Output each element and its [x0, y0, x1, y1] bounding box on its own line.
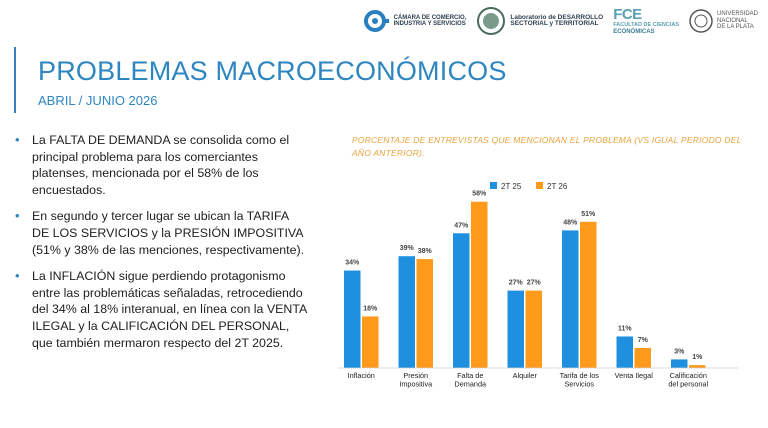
bar-1: [507, 290, 524, 368]
data-label: 47%: [454, 222, 469, 229]
chart-note: PORCENTAJE DE ENTREVISTAS QUE MENCIONAN …: [352, 135, 742, 158]
unlp-line-2: NACIONAL: [716, 17, 748, 24]
bar-1: [453, 233, 470, 368]
data-label: 39%: [400, 245, 415, 252]
header-logos: CÁMARA DE COMERCIO, INDUSTRIA Y SERVICIO…: [363, 4, 758, 38]
bullet-text: La FALTA DE DEMANDA se consolida como el…: [32, 133, 290, 197]
data-label: 1%: [692, 354, 703, 361]
laboratorio-logo: Laboratorio de DESARROLLO SECTORIAL y TE…: [476, 6, 603, 36]
fce-line-1: FACULTAD DE CIENCIAS: [613, 22, 679, 28]
bullet-dot-icon: •: [15, 208, 20, 224]
title-accent-bar: [14, 47, 16, 113]
bar-2: [362, 316, 379, 368]
bullet-dot-icon: •: [15, 132, 20, 147]
data-label: 58%: [472, 191, 487, 198]
data-label: 18%: [363, 305, 378, 312]
bar-1: [562, 230, 579, 368]
bullet-text: La INFLACIÓN sigue perdiendo protagonism…: [32, 269, 307, 350]
camara-comercio-logo: CÁMARA DE COMERCIO, INDUSTRIA Y SERVICIO…: [363, 10, 467, 32]
data-label: 3%: [674, 348, 685, 355]
bar-1: [398, 256, 415, 368]
fce-mark: FCE: [613, 6, 642, 23]
data-label: 51%: [581, 211, 596, 218]
camara-line-2: INDUSTRIA Y SERVICIOS: [393, 21, 466, 27]
data-label: 34%: [345, 260, 360, 267]
bar-2: [634, 347, 651, 368]
laboratorio-line-1: Laboratorio de DESARROLLO: [510, 13, 604, 21]
category-label: Falta de: [457, 371, 483, 380]
category-label: Calificación: [670, 371, 707, 380]
category-label: Venta Ilegal: [615, 371, 654, 380]
bar-1: [671, 359, 688, 368]
bar-2: [525, 290, 542, 368]
bullet-item: • En segundo y tercer lugar se ubican la …: [14, 208, 309, 258]
bar-2: [471, 201, 488, 368]
data-label: 48%: [563, 219, 578, 226]
bullet-list: • La FALTA DE DEMANDA se consolida como e…: [14, 132, 309, 361]
laboratorio-line-2: SECTORIAL y TERRITORIAL: [510, 20, 599, 27]
bullet-item: • La INFLACIÓN sigue perdiendo protagonis…: [14, 268, 309, 351]
data-label: 38%: [418, 248, 433, 255]
legend-label-2: 2T 26: [547, 182, 568, 191]
page-subtitle: ABRIL / JUNIO 2026: [38, 93, 158, 108]
legend-swatch-1: [490, 182, 497, 189]
data-label: 11%: [618, 325, 632, 332]
unlp-line-3: DE LA PLATA: [716, 24, 754, 31]
bar-2: [580, 221, 597, 368]
category-label: Impositiva: [399, 380, 433, 389]
category-label: Servicios: [564, 380, 594, 389]
camara-comercio-icon: [363, 10, 389, 32]
bar-2: [416, 259, 433, 368]
data-label: 27%: [527, 280, 542, 287]
category-label: Presión: [403, 371, 428, 380]
unlp-seal-icon: [689, 9, 713, 33]
fce-line-2: ECONÓMICAS: [613, 28, 655, 35]
bar-1: [344, 270, 361, 368]
category-label: del personal: [668, 380, 708, 389]
bullet-text: En segundo y tercer lugar se ubican la T…: [32, 209, 305, 257]
category-label: Demanda: [454, 380, 487, 389]
legend-swatch-2: [536, 182, 543, 189]
category-label: Tarifa de los: [560, 371, 600, 380]
bar-chart: 2T 25 2T 26 34% 18% Inflación 39% 38% PresiónIm…: [338, 182, 738, 389]
data-label: 27%: [509, 280, 524, 287]
bar-1: [616, 336, 633, 368]
category-label: Alquiler: [513, 371, 538, 380]
laboratorio-badge-icon: [477, 7, 506, 35]
bullet-dot-icon: •: [15, 268, 20, 284]
legend-label-1: 2T 25: [501, 182, 522, 191]
data-label: 7%: [638, 337, 649, 344]
unlp-logo: UNIVERSIDAD NACIONAL DE LA PLATA: [689, 8, 758, 34]
fce-logo: FCE FACULTAD DE CIENCIAS ECONÓMICAS: [613, 7, 679, 35]
bar-2: [689, 365, 706, 368]
bullet-item: • La FALTA DE DEMANDA se consolida como e…: [14, 132, 309, 198]
page-title: PROBLEMAS MACROECONÓMICOS: [38, 56, 507, 86]
category-label: Inflación: [348, 371, 375, 380]
unlp-line-1: UNIVERSIDAD: [716, 11, 758, 18]
camara-line-1: CÁMARA DE COMERCIO,: [393, 14, 467, 21]
